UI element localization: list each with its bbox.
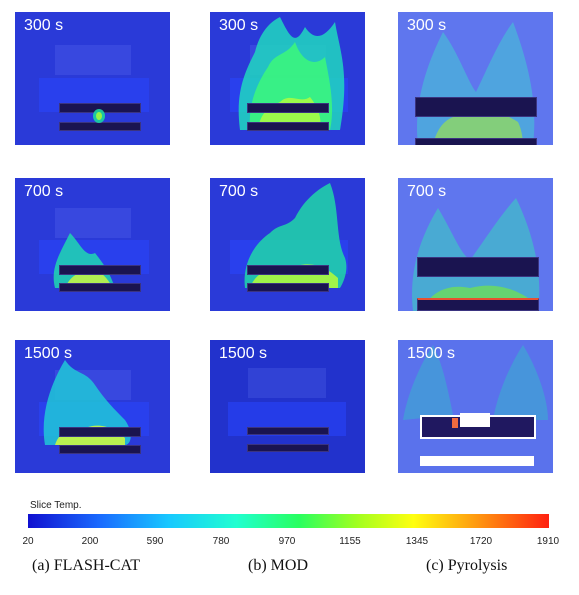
panel-b-700: 700 s bbox=[210, 178, 365, 311]
upper-tray bbox=[59, 265, 141, 275]
colorbar-tick: 1345 bbox=[405, 536, 429, 547]
burner-ghost bbox=[55, 45, 131, 75]
panel-c-700: 700 s bbox=[398, 178, 553, 311]
time-label: 1500 s bbox=[407, 345, 456, 362]
time-label: 300 s bbox=[219, 17, 259, 34]
lower-tray bbox=[415, 138, 537, 145]
colorbar-tick: 200 bbox=[81, 536, 99, 547]
caption-a: (a) FLASH-CAT bbox=[32, 557, 140, 574]
upper-tray bbox=[417, 257, 539, 277]
char-glow bbox=[452, 418, 458, 428]
panel-a-700: 700 s bbox=[15, 178, 170, 311]
colorbar-tick: 590 bbox=[146, 536, 164, 547]
time-label: 700 s bbox=[219, 183, 259, 200]
lower-tray bbox=[59, 445, 141, 454]
time-label: 1500 s bbox=[24, 345, 73, 362]
upper-tray bbox=[59, 427, 141, 437]
colorbar-tick: 780 bbox=[212, 536, 230, 547]
time-label: 300 s bbox=[24, 17, 64, 34]
colorbar-tick: 1720 bbox=[469, 536, 493, 547]
panel-a-300: 300 s bbox=[15, 12, 170, 145]
time-label: 700 s bbox=[24, 183, 64, 200]
colorbar-tick: 20 bbox=[22, 536, 34, 547]
lower-tray bbox=[247, 283, 329, 292]
time-label: 1500 s bbox=[219, 345, 268, 362]
colorbar-title: Slice Temp. bbox=[30, 500, 82, 511]
caption-c: (c) Pyrolysis bbox=[426, 557, 508, 574]
plume bbox=[398, 340, 553, 473]
burner-ghost bbox=[248, 368, 326, 398]
panel-c-300: 300 s bbox=[398, 12, 553, 145]
colorbar-tick: 1910 bbox=[536, 536, 560, 547]
colorbar-tick: 1155 bbox=[339, 536, 361, 547]
panel-c-1500: 1500 s bbox=[398, 340, 553, 473]
upper-tray bbox=[415, 97, 537, 117]
upper-tray bbox=[247, 427, 329, 435]
panel-a-1500: 1500 s bbox=[15, 340, 170, 473]
burner-ghost bbox=[55, 208, 131, 238]
lower-tray bbox=[247, 122, 329, 131]
upper-tray bbox=[247, 103, 329, 113]
lower-tray bbox=[417, 298, 539, 311]
upper-tray bbox=[247, 265, 329, 275]
lower-tray bbox=[420, 456, 534, 466]
panel-b-300: 300 s bbox=[210, 12, 365, 145]
caption-b: (b) MOD bbox=[248, 557, 308, 574]
colorbar-tick: 970 bbox=[278, 536, 296, 547]
lower-tray bbox=[59, 283, 141, 292]
colorbar bbox=[28, 514, 549, 528]
time-label: 300 s bbox=[407, 17, 447, 34]
panel-b-1500: 1500 s bbox=[210, 340, 365, 473]
time-label: 700 s bbox=[407, 183, 447, 200]
lower-tray bbox=[247, 444, 329, 452]
burnout-notch bbox=[460, 413, 490, 427]
flame bbox=[93, 109, 105, 123]
